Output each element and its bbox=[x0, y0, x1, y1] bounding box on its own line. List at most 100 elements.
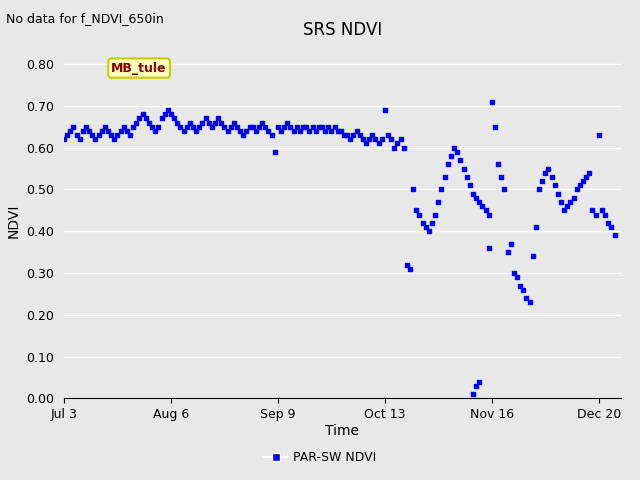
Point bbox=[248, 123, 258, 131]
Point bbox=[597, 206, 607, 214]
Point bbox=[228, 119, 239, 126]
Point bbox=[257, 119, 268, 126]
Point bbox=[93, 132, 104, 139]
Point bbox=[185, 119, 195, 126]
Point bbox=[342, 132, 352, 139]
Point bbox=[269, 148, 280, 156]
Point bbox=[263, 127, 273, 135]
Point bbox=[260, 123, 271, 131]
Point bbox=[75, 135, 85, 143]
Point bbox=[449, 144, 459, 152]
Point bbox=[348, 132, 358, 139]
Point bbox=[471, 382, 481, 390]
Point bbox=[220, 123, 230, 131]
Point bbox=[527, 252, 538, 260]
Point bbox=[396, 135, 406, 143]
Point bbox=[301, 123, 311, 131]
Point bbox=[581, 173, 591, 181]
Point bbox=[371, 135, 381, 143]
Point bbox=[383, 132, 393, 139]
Point bbox=[562, 203, 572, 210]
Point bbox=[141, 115, 151, 122]
Point bbox=[279, 123, 289, 131]
Point bbox=[109, 135, 120, 143]
Point bbox=[87, 132, 97, 139]
Point bbox=[166, 110, 176, 118]
Point bbox=[490, 123, 500, 131]
Point bbox=[213, 115, 223, 122]
Point bbox=[484, 244, 494, 252]
Point bbox=[241, 127, 252, 135]
Point bbox=[543, 165, 554, 172]
Point bbox=[414, 211, 424, 218]
Point bbox=[380, 106, 390, 114]
Y-axis label: NDVI: NDVI bbox=[7, 204, 20, 238]
Point bbox=[524, 299, 534, 306]
Point bbox=[216, 119, 227, 126]
Point bbox=[68, 123, 79, 131]
Point bbox=[182, 123, 192, 131]
Point bbox=[84, 127, 94, 135]
Point bbox=[169, 115, 179, 122]
Point bbox=[468, 190, 478, 197]
Point bbox=[481, 206, 491, 214]
Point bbox=[207, 123, 217, 131]
Point bbox=[591, 211, 601, 218]
Point bbox=[477, 203, 488, 210]
Point bbox=[204, 119, 214, 126]
Point bbox=[455, 156, 465, 164]
Point bbox=[402, 261, 412, 268]
Point bbox=[65, 127, 76, 135]
Point bbox=[179, 127, 189, 135]
Point bbox=[405, 265, 415, 273]
Point bbox=[191, 127, 201, 135]
Point bbox=[226, 123, 236, 131]
Point bbox=[606, 223, 616, 231]
Point bbox=[446, 152, 456, 160]
Point bbox=[522, 294, 532, 302]
Point bbox=[100, 123, 110, 131]
Point bbox=[307, 123, 317, 131]
Point bbox=[412, 206, 422, 214]
Point bbox=[424, 228, 434, 235]
Point bbox=[163, 106, 173, 114]
Point bbox=[172, 119, 182, 126]
Point bbox=[128, 123, 138, 131]
Text: MB_tule: MB_tule bbox=[111, 61, 167, 74]
Point bbox=[386, 135, 396, 143]
Point bbox=[276, 127, 286, 135]
Text: No data for f_NDVI_650in: No data for f_NDVI_650in bbox=[6, 12, 164, 25]
Point bbox=[609, 231, 620, 239]
Point bbox=[197, 119, 207, 126]
Point bbox=[361, 140, 371, 147]
Point bbox=[578, 177, 588, 185]
Point bbox=[238, 132, 248, 139]
Point bbox=[594, 132, 604, 139]
Point bbox=[452, 148, 462, 156]
Point bbox=[496, 173, 506, 181]
Point bbox=[515, 282, 525, 289]
Point bbox=[317, 123, 327, 131]
Point bbox=[147, 123, 157, 131]
Point bbox=[244, 123, 255, 131]
Point bbox=[62, 132, 72, 139]
Point bbox=[125, 132, 135, 139]
Point bbox=[304, 127, 314, 135]
Point bbox=[282, 119, 292, 126]
Point bbox=[537, 177, 547, 185]
Point bbox=[314, 123, 324, 131]
Point bbox=[351, 127, 362, 135]
Point bbox=[486, 98, 497, 106]
Point bbox=[153, 123, 163, 131]
Point bbox=[443, 160, 453, 168]
Point bbox=[559, 206, 570, 214]
Point bbox=[138, 110, 148, 118]
Point bbox=[339, 132, 349, 139]
Point bbox=[323, 123, 333, 131]
Point bbox=[194, 123, 204, 131]
Point bbox=[572, 186, 582, 193]
Point bbox=[553, 190, 563, 197]
Point bbox=[150, 127, 161, 135]
Point bbox=[568, 194, 579, 202]
Point bbox=[345, 135, 355, 143]
